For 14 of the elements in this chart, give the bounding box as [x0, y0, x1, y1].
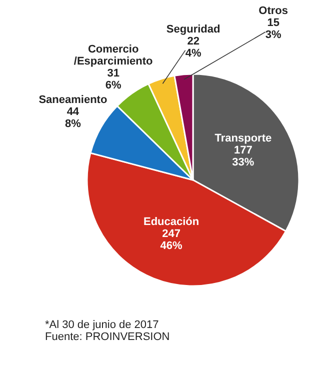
slice-label: Otros: [258, 5, 288, 17]
slice-label: Seguridad: [166, 23, 220, 36]
slice-label: Educación: [144, 216, 200, 228]
data-label: 44 8%: [65, 106, 82, 130]
source-note: Fuente: PROINVERSION: [45, 331, 170, 343]
data-label: 247 46%: [160, 228, 183, 252]
data-label: 177 33%: [232, 144, 254, 168]
slice-label: Saneamiento: [38, 94, 108, 106]
slice-label: Transporte: [214, 132, 272, 144]
slice-label: Comercio /Esparcimiento: [74, 43, 154, 68]
data-label: 15 3%: [265, 17, 282, 41]
text: *Al 30 de junio de 2017: [45, 319, 159, 331]
data-label: 22 4%: [185, 35, 202, 60]
data-label: 31 6%: [105, 67, 122, 92]
